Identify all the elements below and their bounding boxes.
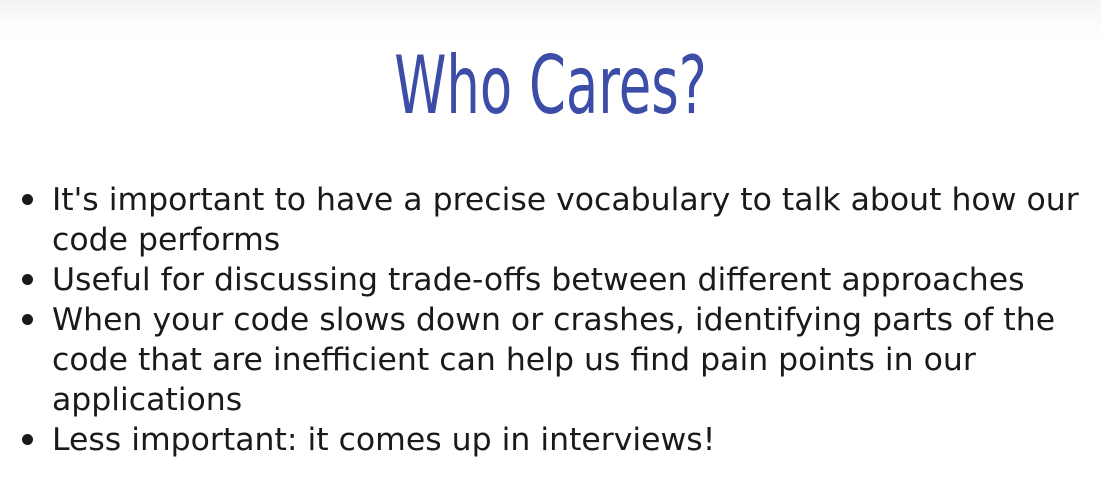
bullet-list: It's important to have a precise vocabul…	[22, 180, 1082, 460]
bullet-text: Less important: it comes up in interview…	[52, 422, 716, 458]
slide-title: Who Cares?	[394, 39, 707, 132]
bullet-dot-icon	[22, 314, 33, 325]
bullet-dot-icon	[22, 194, 33, 205]
bullet-dot-icon	[22, 274, 33, 285]
bullet-item: Less important: it comes up in interview…	[22, 420, 1082, 460]
bullet-item: When your code slows down or crashes, id…	[22, 300, 1082, 420]
bullet-item: Useful for discussing trade-offs between…	[22, 260, 1082, 300]
bullet-text: When your code slows down or crashes, id…	[52, 302, 1056, 418]
bullet-text: Useful for discussing trade-offs between…	[52, 262, 1025, 298]
bullet-item: It's important to have a precise vocabul…	[22, 180, 1082, 260]
bullet-dot-icon	[22, 434, 33, 445]
bullet-text: It's important to have a precise vocabul…	[52, 182, 1079, 258]
